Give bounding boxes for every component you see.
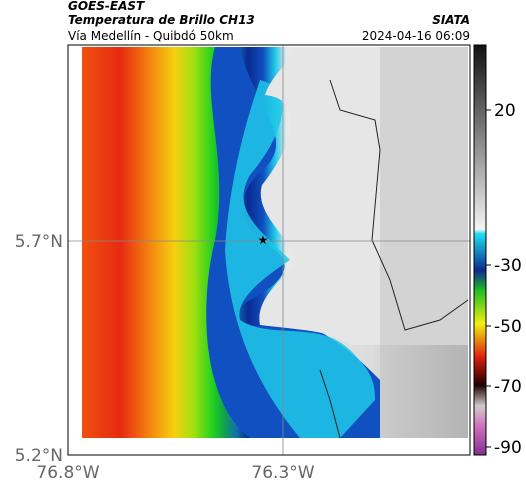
colorbar-tick-label: -50 xyxy=(494,317,522,337)
lat-label: 5.7°N xyxy=(15,232,63,252)
timestamp: 2024-04-16 06:09 xyxy=(362,29,470,43)
lon-label: 76.8°W xyxy=(36,463,99,483)
coastline xyxy=(319,369,341,439)
subtitle: Vía Medellín - Quibdó 50km xyxy=(68,29,234,43)
title: Temperatura de Brillo CH13 xyxy=(68,13,255,27)
lon-label: 76.3°W xyxy=(251,463,314,483)
lat-label: 5.2°N xyxy=(15,446,63,466)
station-marker: ★ xyxy=(258,233,269,247)
source: GOES-EAST xyxy=(68,0,145,13)
axis-labels: 5.7°N 5.2°N76.8°W 76.3°W xyxy=(15,232,315,483)
map-frame xyxy=(67,44,471,456)
colorbar-ticks: 20 -30 -50 -70 -90 xyxy=(486,101,522,458)
org: SIATA xyxy=(432,13,470,27)
colorbar xyxy=(473,44,487,456)
colorbar-tick-label: 20 xyxy=(494,101,516,121)
colorbar-tick-label: -70 xyxy=(494,377,522,397)
cloud-band-cyan xyxy=(225,80,375,438)
colorbar-tick-label: -90 xyxy=(494,438,522,458)
border-line xyxy=(329,79,469,331)
colorbar-tick-label: -30 xyxy=(494,256,522,276)
clear-region-east xyxy=(380,47,468,438)
